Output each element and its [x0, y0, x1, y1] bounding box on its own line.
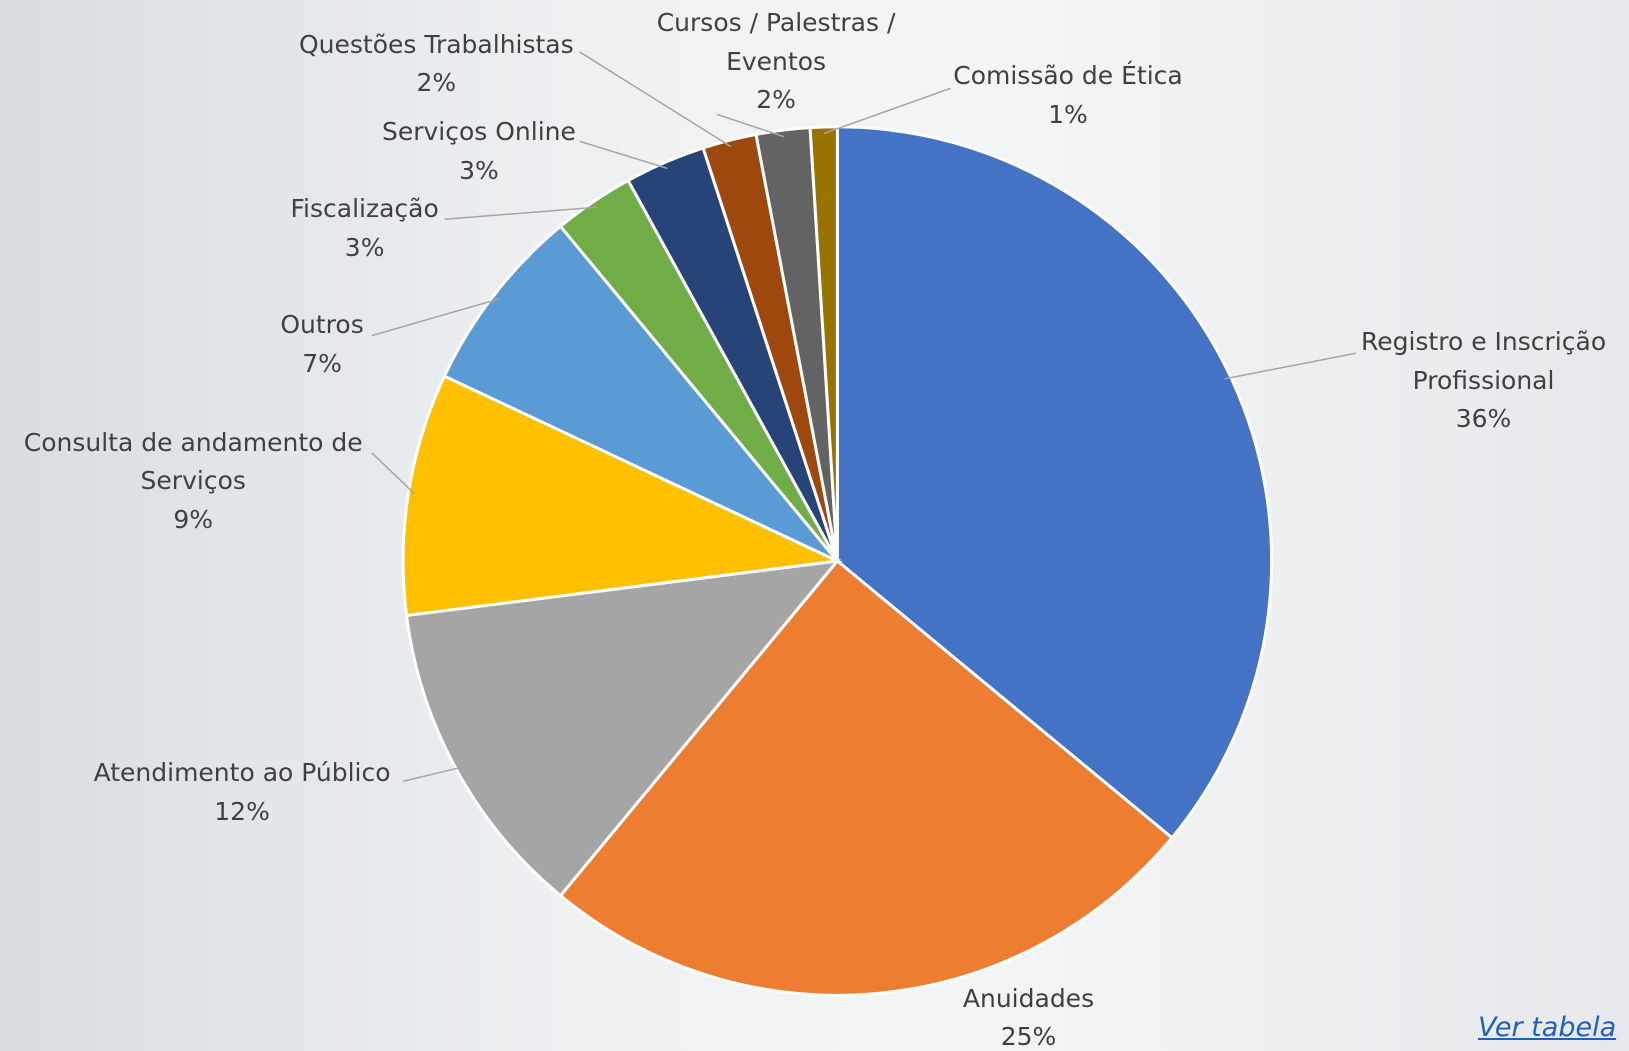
- leader-line: [444, 206, 597, 220]
- slice-label: Questões Trabalhistas 2%: [281, 26, 593, 103]
- pie-slice: [808, 125, 839, 562]
- value-label: 9%: [173, 504, 214, 534]
- value-label: 3%: [344, 232, 385, 262]
- pie-slice: [442, 224, 839, 563]
- value-label: 1%: [1048, 99, 1088, 129]
- leader-line: [716, 113, 784, 138]
- leader-line: [823, 87, 951, 135]
- category-name: Questões Trabalhistas: [298, 29, 574, 59]
- leader-line: [579, 51, 732, 148]
- slice-label: Outros 7%: [218, 306, 426, 383]
- category-name: Outros: [280, 310, 364, 340]
- leader-line: [579, 140, 668, 170]
- leader-line: [402, 766, 463, 782]
- category-name: Serviços Online: [381, 117, 576, 147]
- slice-label: Registro e Inscrição Profissional 36%: [1343, 323, 1624, 439]
- leader-line: [371, 298, 500, 337]
- slice-label: Comissão de Ética 1%: [912, 57, 1224, 134]
- category-name: Cursos / Palestras / Eventos: [656, 8, 896, 76]
- category-name: Fiscalização: [290, 194, 439, 224]
- category-name: Comissão de Ética: [953, 61, 1183, 91]
- value-label: 25%: [1000, 1022, 1057, 1051]
- value-label: 7%: [302, 348, 342, 378]
- slice-label: Cursos / Palestras / Eventos 2%: [641, 4, 911, 120]
- pie-slice: [558, 558, 1175, 997]
- slice-label: Anuidades 25%: [873, 980, 1185, 1051]
- slice-label: Atendimento ao Público 12%: [71, 754, 414, 831]
- pie-slice: [835, 125, 1274, 840]
- category-name: Registro e Inscrição Profissional: [1360, 327, 1607, 395]
- slice-label: Consulta de andamento de Serviços 9%: [11, 424, 375, 540]
- value-label: 3%: [459, 155, 499, 185]
- value-label: 2%: [756, 85, 796, 115]
- leader-line: [371, 452, 416, 495]
- value-label: 36%: [1455, 404, 1512, 434]
- category-name: Anuidades: [962, 983, 1095, 1013]
- slice-label: Serviços Online 3%: [354, 113, 603, 190]
- table-link[interactable]: Ver tabela: [1478, 1012, 1617, 1043]
- value-label: 12%: [214, 796, 270, 826]
- category-name: Consulta de andamento de Serviços: [23, 427, 363, 496]
- value-label: 2%: [416, 68, 457, 98]
- slice-label: Fiscalização 3%: [261, 190, 469, 267]
- pie-slice: [404, 559, 841, 898]
- category-name: Atendimento ao Público: [93, 758, 391, 788]
- leader-line: [1224, 352, 1356, 380]
- pie-slice: [401, 374, 843, 618]
